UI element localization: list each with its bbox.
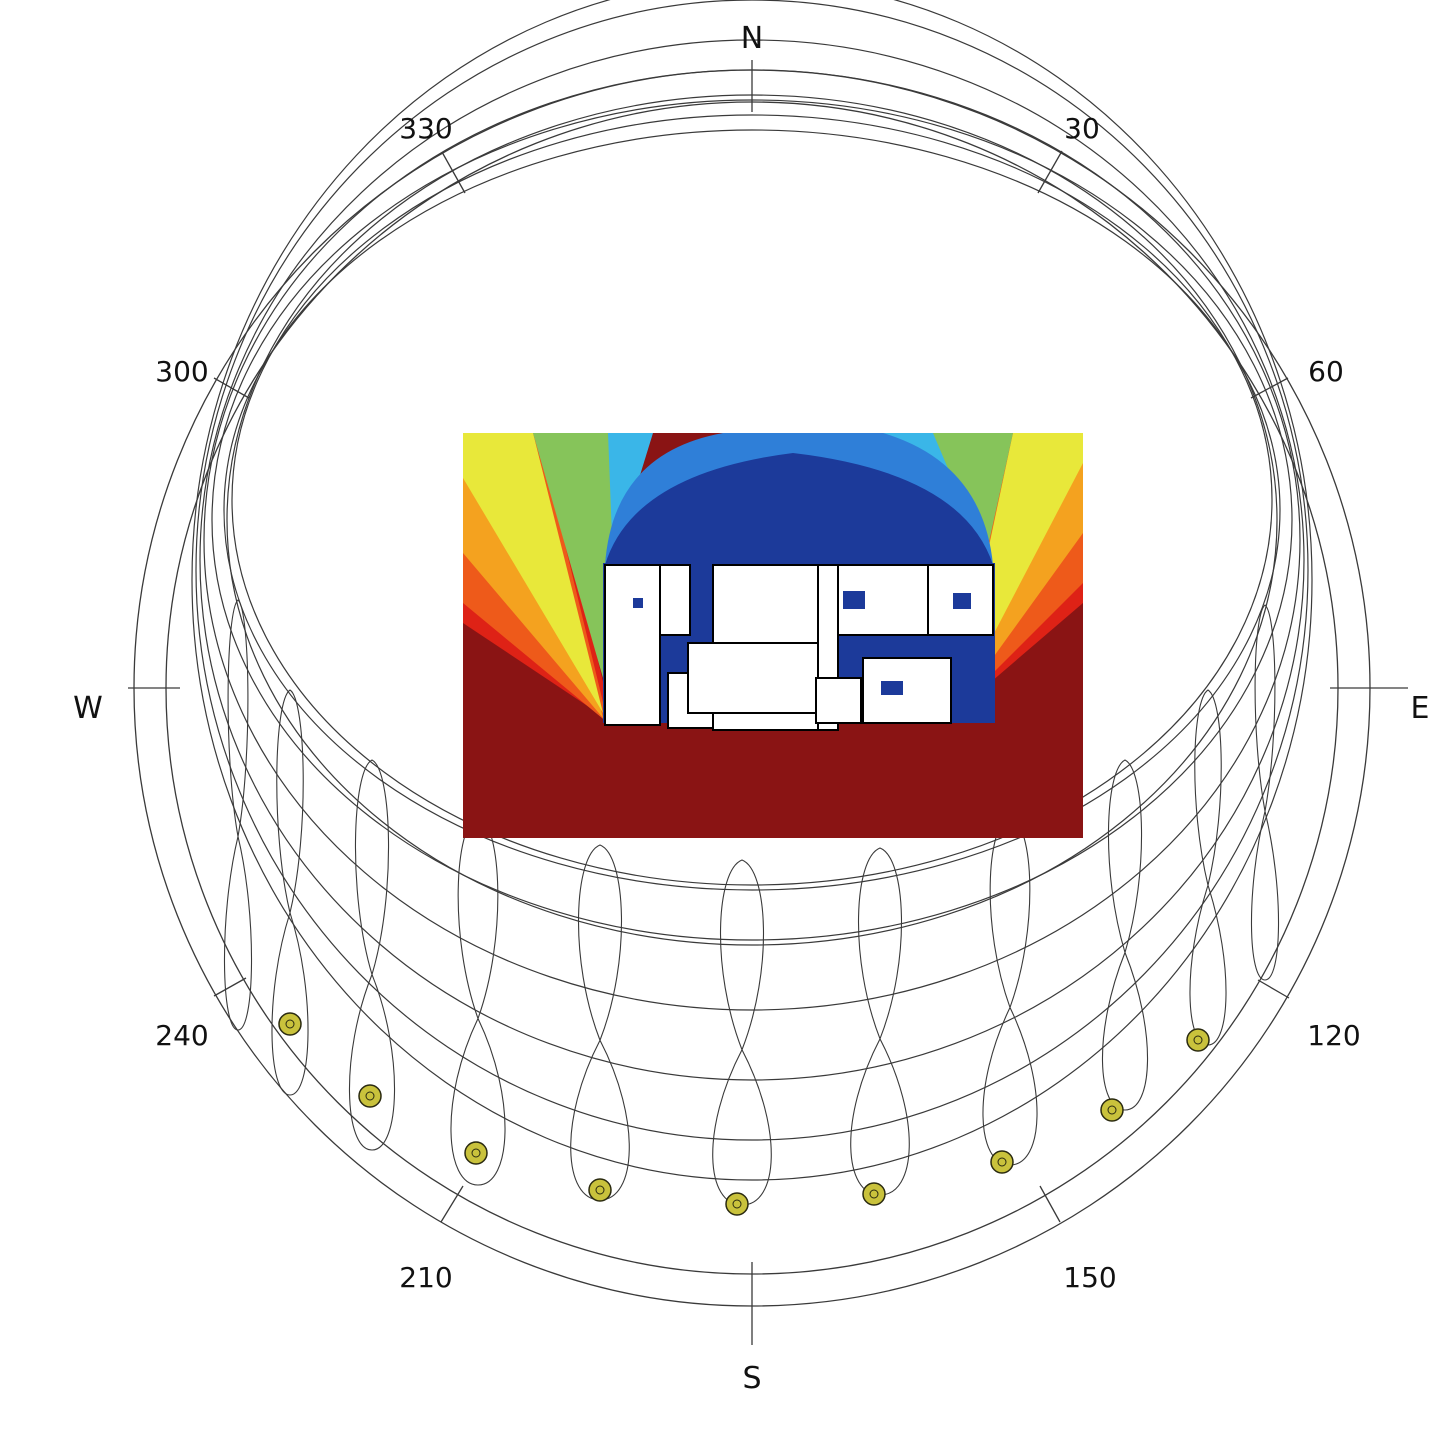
building-shade-3 (881, 681, 903, 695)
sun-marker-core-4 (732, 1199, 742, 1209)
sun-marker-core-7 (1107, 1105, 1117, 1115)
sun-marker-core-1 (365, 1091, 375, 1101)
sun-marker-6 (990, 1150, 1014, 1174)
bowl-rim-outer (226, 94, 1278, 946)
sun-marker-8 (1186, 1028, 1210, 1052)
analemma-2 (348, 759, 396, 1151)
date-arc-5 (191, 0, 1313, 1181)
sun-marker-4 (725, 1192, 749, 1216)
compass-labels: N S W E 30 60 120 150 210 240 300 330 (73, 21, 1429, 1396)
sun-marker-core-2 (471, 1148, 481, 1158)
date-arc-2 (203, 69, 1301, 1011)
label-bearing-240: 240 (155, 1019, 208, 1052)
shadow-fan-left-4 (533, 433, 613, 713)
sun-marker-1 (358, 1084, 382, 1108)
shadow-map (463, 433, 1083, 838)
analemma-0 (223, 599, 253, 1031)
sun-marker-5 (862, 1182, 886, 1206)
building-block-4 (687, 642, 819, 714)
sun-marker-7 (1100, 1098, 1124, 1122)
tick-60 (1250, 377, 1289, 399)
tick-330 (441, 151, 466, 194)
sun-marker-0 (278, 1012, 302, 1036)
analemma-8 (1101, 759, 1149, 1111)
date-arcs (191, 0, 1313, 1181)
label-bearing-300: 300 (155, 355, 208, 388)
label-bearing-60: 60 (1308, 355, 1344, 388)
label-north: N (741, 21, 763, 56)
building-shade-2 (953, 593, 971, 609)
compass-axes (128, 60, 1408, 1345)
building-block-9 (815, 677, 862, 724)
date-arc-0 (223, 129, 1281, 891)
tick-30 (1037, 150, 1063, 194)
building-block-1 (659, 564, 691, 636)
label-bearing-150: 150 (1063, 1261, 1116, 1294)
building-shade-0 (633, 598, 643, 608)
tick-120 (1257, 979, 1290, 999)
tick-240 (213, 977, 247, 997)
sun-marker-3 (588, 1178, 612, 1202)
analemma-4 (570, 844, 630, 1201)
building-block-7 (927, 564, 994, 636)
tick-210 (440, 1185, 464, 1223)
building-shade-1 (843, 591, 865, 609)
date-arc-4 (195, 0, 1309, 1141)
label-bearing-120: 120 (1307, 1019, 1360, 1052)
bowl-rim-inner (231, 114, 1273, 886)
label-west: W (73, 691, 103, 726)
sun-marker-core-8 (1193, 1035, 1203, 1045)
label-south: S (742, 1361, 761, 1396)
label-bearing-330: 330 (399, 112, 452, 145)
analemma-10 (1250, 604, 1280, 981)
date-arc-1 (211, 99, 1293, 941)
building-block-0 (604, 564, 661, 726)
shadow-fan-left-3 (463, 433, 603, 713)
analemma-5 (712, 859, 772, 1206)
sun-marker-2 (464, 1141, 488, 1165)
analemma-9 (1189, 689, 1227, 1046)
label-east: E (1411, 691, 1430, 726)
analemma-1 (271, 689, 309, 1096)
shadow-dome-core (605, 453, 993, 565)
label-bearing-30: 30 (1064, 112, 1100, 145)
sun-marker-core-6 (997, 1157, 1007, 1167)
analemma-6 (850, 847, 910, 1196)
label-bearing-210: 210 (399, 1261, 452, 1294)
sun-markers (278, 1012, 1210, 1216)
tick-150 (1039, 1185, 1061, 1223)
building-block-8 (862, 657, 952, 724)
sun-marker-core-3 (595, 1185, 605, 1195)
date-arc-3 (199, 39, 1305, 1081)
sun-marker-core-0 (285, 1019, 295, 1029)
sun-marker-core-5 (869, 1189, 879, 1199)
analemma-3 (450, 814, 506, 1186)
